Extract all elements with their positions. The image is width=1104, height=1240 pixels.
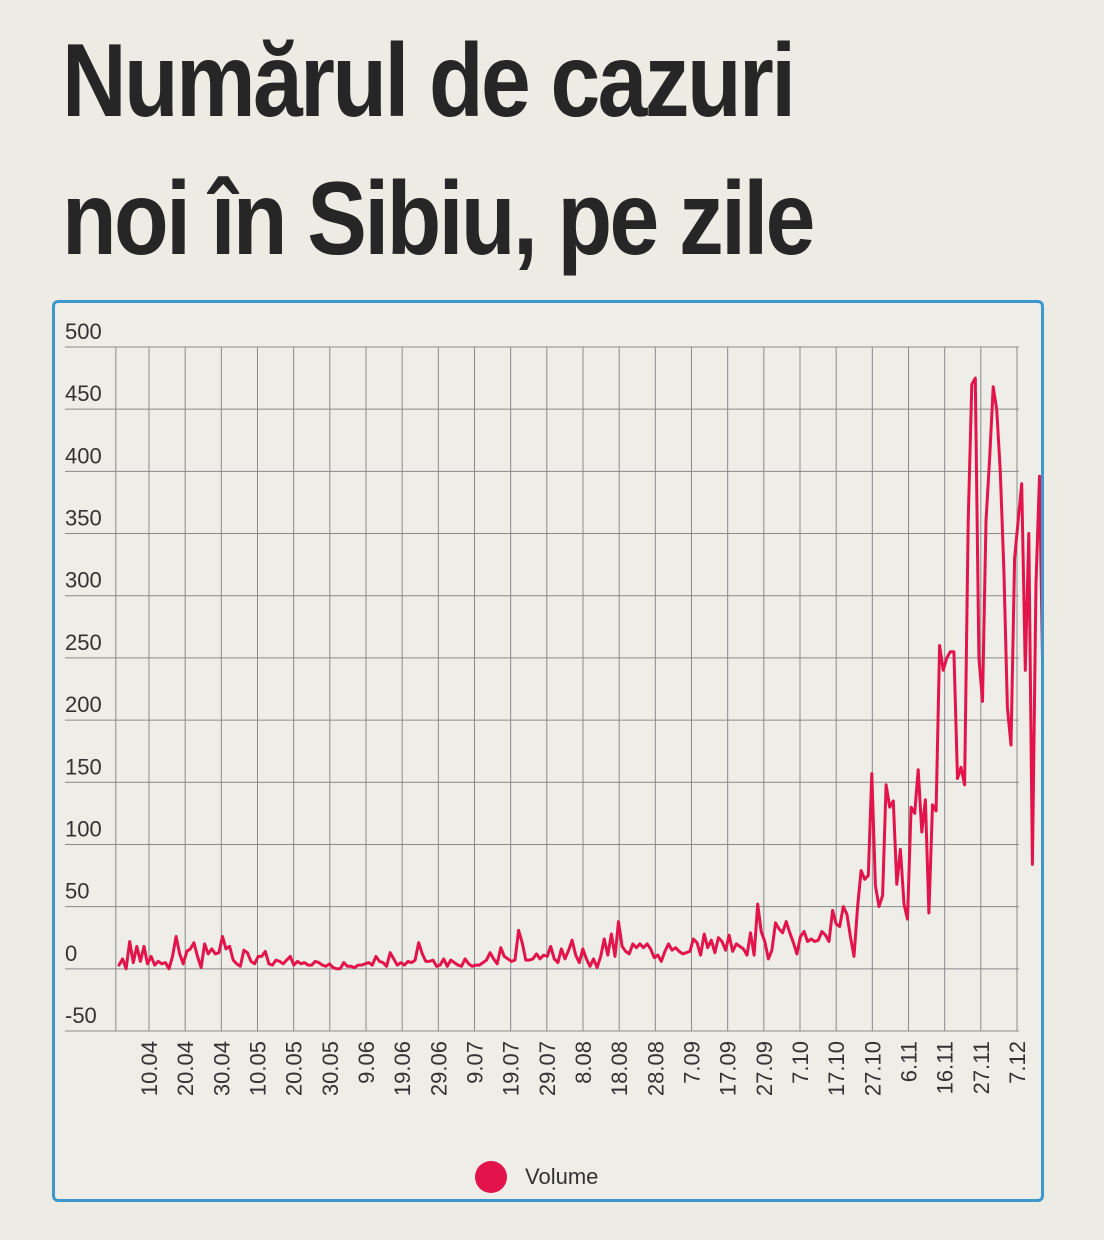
series-line-volume — [117, 376, 1041, 971]
y-tick-label: 450 — [65, 381, 102, 406]
x-tick-label: 17.10 — [824, 1041, 849, 1096]
x-tick-label: 6.11 — [897, 1041, 922, 1082]
chart-title: Numărul de cazuri noi în Sibiu, pe zile — [62, 12, 1062, 288]
x-tick-label: 19.06 — [390, 1041, 415, 1096]
x-tick-label: 27.11 — [969, 1041, 994, 1094]
x-tick-label: 9.06 — [354, 1041, 379, 1084]
x-tick-label: 29.07 — [535, 1041, 560, 1096]
x-tick-label: 7.09 — [680, 1041, 705, 1084]
x-tick-label: 30.05 — [318, 1041, 343, 1096]
y-tick-label: 100 — [65, 816, 102, 841]
x-tick-label: 20.05 — [282, 1041, 307, 1096]
x-tick-label: 10.04 — [137, 1041, 162, 1096]
x-tick-label: 27.09 — [752, 1041, 777, 1096]
x-tick-label: 30.04 — [209, 1041, 234, 1096]
x-tick-label: 7.10 — [788, 1041, 813, 1084]
x-tick-label: 16.11 — [933, 1041, 958, 1094]
x-tick-label: 8.08 — [571, 1041, 596, 1084]
x-tick-label: 17.09 — [716, 1041, 741, 1096]
chart-title-line-2: noi în Sibiu, pe zile — [62, 161, 815, 277]
x-tick-label: 27.10 — [860, 1041, 885, 1096]
x-tick-label: 10.05 — [246, 1041, 271, 1096]
y-tick-label: -50 — [65, 1003, 97, 1028]
y-tick-label: 50 — [65, 879, 89, 904]
legend-label: Volume — [525, 1164, 599, 1189]
x-tick-label: 29.06 — [426, 1041, 451, 1096]
y-tick-label: 400 — [65, 443, 102, 468]
y-tick-label: 0 — [65, 941, 77, 966]
y-tick-label: 250 — [65, 630, 102, 655]
x-tick-label: 28.08 — [643, 1041, 668, 1096]
y-tick-label: 200 — [65, 692, 102, 717]
legend-marker — [475, 1161, 507, 1193]
y-tick-label: 500 — [65, 319, 102, 344]
y-tick-label: 150 — [65, 754, 102, 779]
x-tick-label: 7.12 — [1005, 1041, 1030, 1084]
chart-panel: 500 450 400 350 300 250 200 150 100 50 0 -50 10.04 2… — [52, 300, 1044, 1202]
x-tick-label: 20.04 — [173, 1041, 198, 1096]
x-tick-label: 18.08 — [607, 1041, 632, 1096]
legend: Volume — [475, 1161, 598, 1193]
x-tick-label: 19.07 — [499, 1041, 524, 1096]
chart-title-line-1: Numărul de cazuri — [62, 23, 796, 139]
y-tick-label: 300 — [65, 568, 102, 593]
y-tick-label: 350 — [65, 506, 102, 531]
x-tick-label: 9.07 — [463, 1041, 488, 1084]
